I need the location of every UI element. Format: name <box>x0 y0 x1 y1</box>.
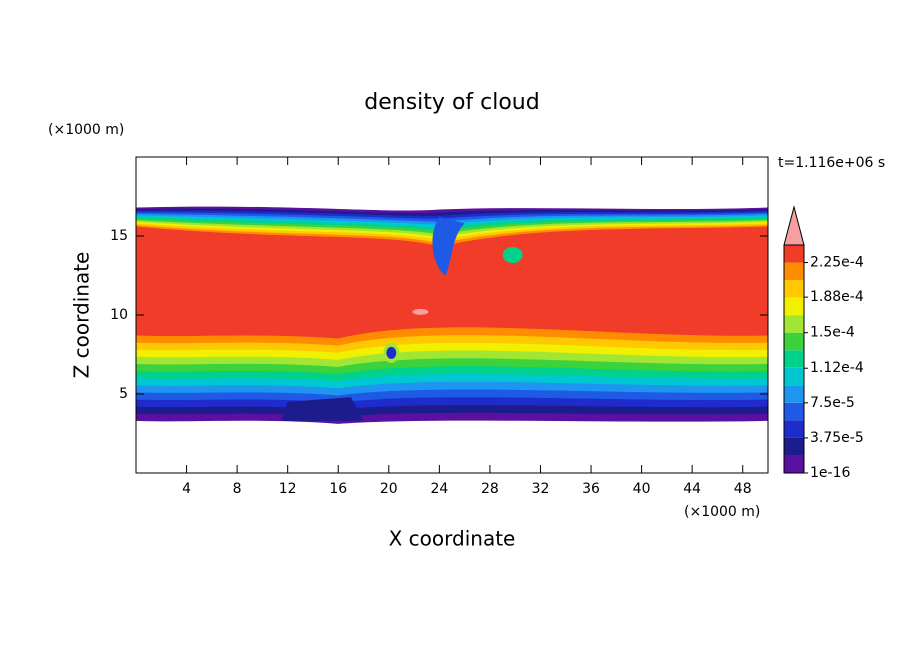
x-tick-label: 28 <box>481 481 499 497</box>
x-tick-label: 40 <box>633 481 651 497</box>
vortex <box>502 246 523 263</box>
vortex <box>432 217 465 276</box>
colorbar-swatch <box>784 350 804 368</box>
x-tick-label: 48 <box>734 481 752 497</box>
colorbar-label: 1.5e-4 <box>810 325 855 341</box>
x-tick-label: 20 <box>380 481 398 497</box>
y-tick-label: 10 <box>110 307 128 323</box>
x-axis-label: X coordinate <box>389 527 516 551</box>
colorbar-swatch <box>784 420 804 438</box>
vortex <box>386 346 397 359</box>
colorbar-swatch <box>784 367 804 386</box>
colorbar-label: 1.12e-4 <box>810 360 864 376</box>
colorbar-swatch <box>784 437 804 456</box>
x-tick-label: 16 <box>329 481 347 497</box>
colorbar-swatch <box>784 245 804 263</box>
colorbar-swatch <box>784 280 804 298</box>
colorbar-swatch <box>784 262 804 281</box>
x-tick-label: 12 <box>279 481 297 497</box>
colorbar-swatch <box>784 315 804 333</box>
x-tick-label: 32 <box>532 481 550 497</box>
y-tick-label: 5 <box>119 386 128 402</box>
colorbar-label: 1e-16 <box>810 465 850 481</box>
colorbar-swatch <box>784 455 804 473</box>
contour-band <box>136 226 768 339</box>
colorbar-swatch <box>784 385 804 403</box>
x-unit: (×1000 m) <box>684 504 760 520</box>
y-tick-label: 15 <box>110 228 128 244</box>
x-tick-label: 44 <box>683 481 701 497</box>
x-tick-label: 36 <box>582 481 600 497</box>
colorbar-swatch <box>784 297 804 316</box>
low-edge <box>281 397 364 421</box>
y-axis-label: Z coordinate <box>70 252 94 379</box>
x-tick-label: 4 <box>182 481 191 497</box>
y-unit: (×1000 m) <box>48 122 124 138</box>
colorbar-label: 1.88e-4 <box>810 289 864 305</box>
x-tick-label: 24 <box>430 481 448 497</box>
contour-field <box>136 206 768 424</box>
colorbar-frame <box>783 244 805 474</box>
x-tick-label: 8 <box>233 481 242 497</box>
colorbar-label: 2.25e-4 <box>810 255 864 271</box>
colorbar-extension <box>783 205 805 246</box>
extreme <box>412 308 429 315</box>
colorbar-swatch <box>784 332 804 351</box>
chart-title: density of cloud <box>364 90 539 115</box>
time-annotation: t=1.116e+06 s <box>778 155 885 171</box>
colorbar-label: 3.75e-5 <box>810 430 864 446</box>
colorbar-swatch <box>784 402 804 421</box>
colorbar-label: 7.5e-5 <box>810 395 855 411</box>
